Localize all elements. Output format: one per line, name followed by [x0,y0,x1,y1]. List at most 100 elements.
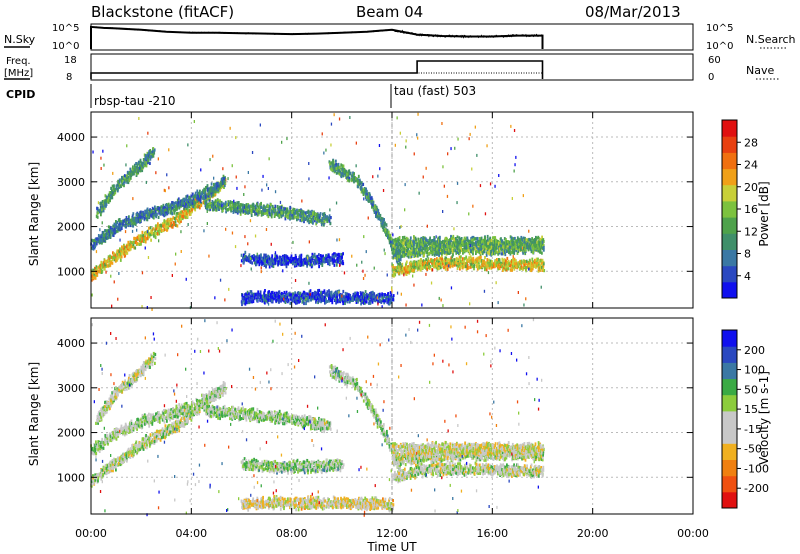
power-cell [289,213,291,218]
power-cell [407,247,410,251]
power-cell [104,229,106,233]
power-cell [191,192,194,196]
power-cell [109,229,112,233]
power-cell [178,218,181,222]
power-cell [411,246,413,251]
power-cell [107,232,109,236]
power-cell [94,266,96,270]
power-cell [131,241,134,245]
power-cell [105,202,108,206]
power-cell [133,246,136,250]
power-cell [198,206,201,210]
power-cell [176,224,179,228]
power-cell [209,201,211,205]
power-cell [383,218,385,222]
power-cell [162,228,165,233]
power-cell [139,234,142,238]
power-cell [117,223,120,227]
power-cell [108,229,111,233]
power-cell [137,160,140,164]
power-cell [132,217,135,221]
power-cell [402,241,405,245]
power-cell [163,227,166,232]
power-cell [119,225,122,229]
power-cell [119,220,122,224]
power-cell [154,232,157,236]
nave-right-bottom: 0 [708,72,714,83]
power-cell [153,148,156,152]
power-cell [490,250,493,254]
power-cell [190,194,193,198]
power-cell [157,222,159,226]
power-cell [101,233,104,237]
power-cell [184,204,186,209]
power-cell [245,255,248,259]
power-cell [102,230,105,235]
power-cell [140,234,143,238]
power-cell [266,211,269,215]
power-cell [541,258,544,262]
power-cell [134,246,137,250]
power-cell [181,214,184,218]
power-cell [112,256,115,260]
power-cell [252,203,255,207]
power-cell [199,189,201,193]
power-cell [186,198,189,202]
power-cell [198,201,201,205]
power-cell [294,263,297,267]
power-cell [109,235,112,239]
power-cell [287,215,289,219]
power-cell [163,205,166,209]
power-cell [121,252,123,256]
power-cell [268,207,271,211]
power-cell [131,222,134,226]
power-cell [310,263,313,267]
power-cell [118,221,121,225]
power-cell [124,224,127,228]
power-cell [188,195,191,200]
power-cell [189,209,191,213]
power-cell [166,212,169,216]
power-cell [178,206,181,210]
power-cell [190,199,192,203]
power-cell [189,210,191,214]
power-cell [372,201,375,205]
power-cell [127,240,130,244]
power-cell [204,190,207,194]
power-cell [223,185,225,189]
power-cell [486,234,489,239]
power-cell [318,265,320,269]
power-cell [226,203,228,207]
power-cell [120,255,123,259]
power-cell [118,252,121,256]
power-cell [524,248,527,252]
power-cell [330,216,332,220]
power-cell [180,204,183,208]
power-cell [113,184,115,188]
power-cell [104,232,107,236]
cpid-mode-1: rbsp-tau -210 [94,94,175,108]
power-cell [510,236,513,240]
power-cell [194,205,197,209]
power-cell [446,237,448,241]
power-cell [116,253,119,257]
power-cell [134,240,137,244]
power-cell [155,231,158,236]
power-cell [224,181,227,185]
power-cell [514,245,517,249]
power-cell [340,174,343,179]
power-cell [191,208,193,212]
power-cell [177,211,179,216]
power-cell [300,257,303,261]
power-cell [460,255,462,259]
nave-series-line [90,60,544,79]
power-cell [101,231,104,235]
power-cell [444,267,447,271]
power-cell [131,217,134,221]
power-cell [154,213,157,217]
power-cell [152,216,155,220]
power-cell [122,246,125,250]
power-cell [105,260,108,264]
power-cell [101,237,104,241]
power-cell [90,238,93,242]
